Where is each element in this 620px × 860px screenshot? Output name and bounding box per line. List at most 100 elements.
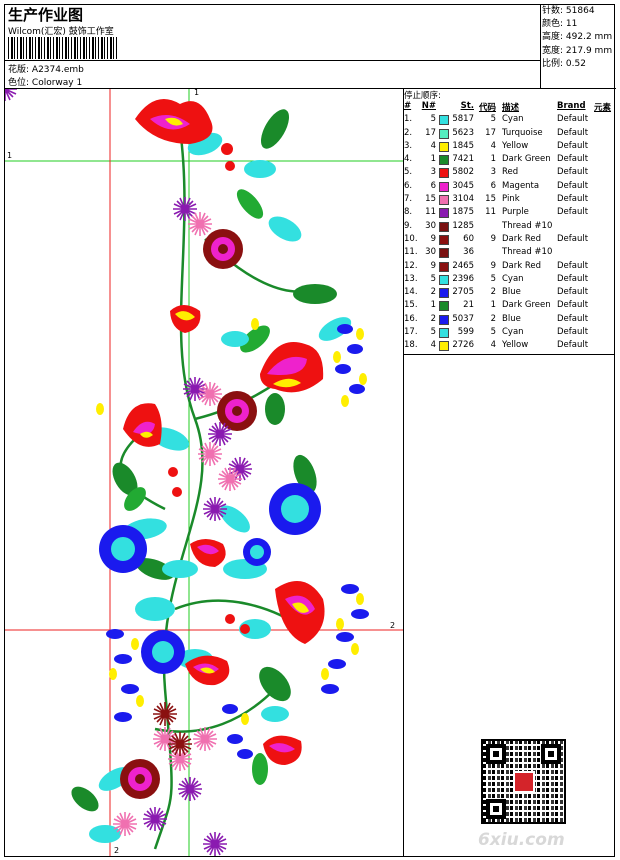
cell-desc: Cyan [502, 114, 524, 125]
color-swatch [439, 301, 449, 312]
cell-idx: 15. [404, 300, 418, 311]
cell-st: 7421 [452, 154, 474, 165]
stop-sequence-caption: 停止顺序: [404, 91, 441, 101]
cell-n: 5 [430, 273, 436, 284]
red-seal-icon [513, 771, 535, 793]
cell-brand: Default [557, 207, 589, 218]
barcode [8, 37, 118, 59]
guide-label-h1: 1 [7, 151, 13, 160]
table-row: 7. 15 3104 15 Pink Default [404, 194, 614, 207]
cell-desc: Cyan [502, 273, 524, 284]
cell-idx: 6. [404, 180, 413, 191]
legend-bottom-divider [403, 354, 615, 355]
cell-idx: 8. [404, 207, 413, 218]
design-file-value: A2374.emb [31, 65, 84, 75]
table-row: 18. 4 2726 4 Yellow Default [404, 340, 614, 353]
stat-scale: 比例: 0.52 [542, 58, 586, 69]
cell-brand: Default [557, 154, 589, 165]
cell-st: 5802 [452, 167, 474, 178]
cell-code: 15 [485, 194, 496, 205]
cell-idx: 1. [404, 114, 413, 125]
cell-n: 1 [430, 300, 436, 311]
cell-code: 2 [490, 313, 496, 324]
cell-idx: 14. [404, 287, 418, 298]
stat-colors: 颜色: 11 [542, 19, 578, 30]
blue-bellflowers [96, 318, 369, 759]
cell-desc: Dark Red [502, 233, 542, 244]
cell-brand: Default [557, 180, 589, 191]
table-row: 2. 17 5623 17 Turquoise Default [404, 128, 614, 141]
table-header: # N# St. 代码 描述 Brand 元素 [404, 101, 612, 113]
cell-idx: 2. [404, 127, 413, 138]
cell-code: 6 [490, 180, 496, 191]
cell-brand: Default [557, 114, 589, 125]
cell-st: 60 [463, 233, 474, 244]
color-swatch [439, 261, 449, 272]
design-stats: 针数: 51864 颜色: 11 高度: 492.2 mm 宽度: 217.9 … [542, 5, 612, 71]
cell-desc: Cyan [502, 327, 524, 338]
cell-idx: 4. [404, 154, 413, 165]
cell-n: 9 [430, 260, 436, 271]
color-swatch [439, 288, 449, 299]
design-divider [403, 88, 404, 857]
table-row: 6. 6 3045 6 Magenta Default [404, 181, 614, 194]
small-red-blossoms [168, 143, 250, 634]
cell-desc: Yellow [502, 140, 529, 151]
table-row: 15. 1 21 1 Dark Green Default [404, 300, 614, 313]
cell-brand: Default [557, 313, 589, 324]
color-swatch [439, 115, 449, 126]
cell-code: 9 [490, 260, 496, 271]
cell-code: 4 [490, 340, 496, 351]
guide-label-h2: 2 [390, 621, 396, 630]
table-row: 12. 9 2465 9 Dark Red Default [404, 261, 614, 274]
header-divider [4, 88, 616, 89]
stat-width: 宽度: 217.9 mm [542, 45, 613, 56]
table-row: 16. 2 5037 2 Blue Default [404, 314, 614, 327]
color-swatch [439, 314, 449, 325]
cell-n: 5 [430, 114, 436, 125]
color-swatch [439, 155, 449, 166]
cell-desc: Dark Red [502, 260, 542, 271]
colorway-row: 色位: Colorway 1 [8, 75, 82, 88]
cell-code: 3 [490, 167, 496, 178]
cell-desc: Magenta [502, 180, 540, 191]
cell-brand: Default [557, 127, 589, 138]
cell-idx: 3. [404, 140, 413, 151]
cell-idx: 18. [404, 340, 418, 351]
table-row: 4. 1 7421 1 Dark Green Default [404, 154, 614, 167]
stats-divider [540, 4, 541, 88]
cell-st: 2705 [452, 287, 474, 298]
cell-st: 21 [463, 300, 474, 311]
cell-code: 5 [490, 327, 496, 338]
page-title: 生产作业图 [8, 6, 84, 24]
cell-n: 3 [430, 167, 436, 178]
table-row: 3. 4 1845 4 Yellow Default [404, 141, 614, 154]
blue-daisies [99, 483, 321, 674]
color-swatch [439, 168, 449, 179]
qr-code-icon [481, 739, 566, 824]
cell-desc: Dark Green [502, 154, 551, 165]
cell-idx: 9. [404, 220, 413, 231]
colorway-value: Colorway 1 [31, 78, 83, 88]
colorway-label: 色位: [8, 78, 30, 88]
cell-code: 11 [485, 207, 496, 218]
color-swatch [439, 208, 449, 219]
stop-sequence-table: 停止顺序: # N# St. 代码 描述 Brand 元素 1. 5 5817 5 Cy… [404, 89, 614, 354]
table-row: 9. 30 1285 Thread #10 [404, 221, 614, 234]
table-row: 1. 5 5817 5 Cyan Default [404, 114, 614, 127]
cell-code: 5 [490, 114, 496, 125]
red-flowers [123, 99, 325, 765]
stat-stitches: 针数: 51864 [542, 6, 595, 16]
table-row: 14. 2 2705 2 Blue Default [404, 287, 614, 300]
cell-n: 11 [425, 207, 436, 218]
cell-desc: Pink [502, 194, 520, 205]
cell-desc: Thread #10 [502, 220, 553, 231]
color-swatch [439, 248, 449, 259]
cell-idx: 11. [404, 247, 418, 258]
cell-idx: 17. [404, 327, 418, 338]
cell-code: 17 [485, 127, 496, 138]
cell-desc: Thread #10 [502, 247, 553, 258]
cell-st: 1285 [452, 220, 474, 231]
cell-n: 30 [425, 247, 436, 258]
studio-name: Wilcom(汇宏) 鼓饰工作室 [8, 27, 114, 37]
